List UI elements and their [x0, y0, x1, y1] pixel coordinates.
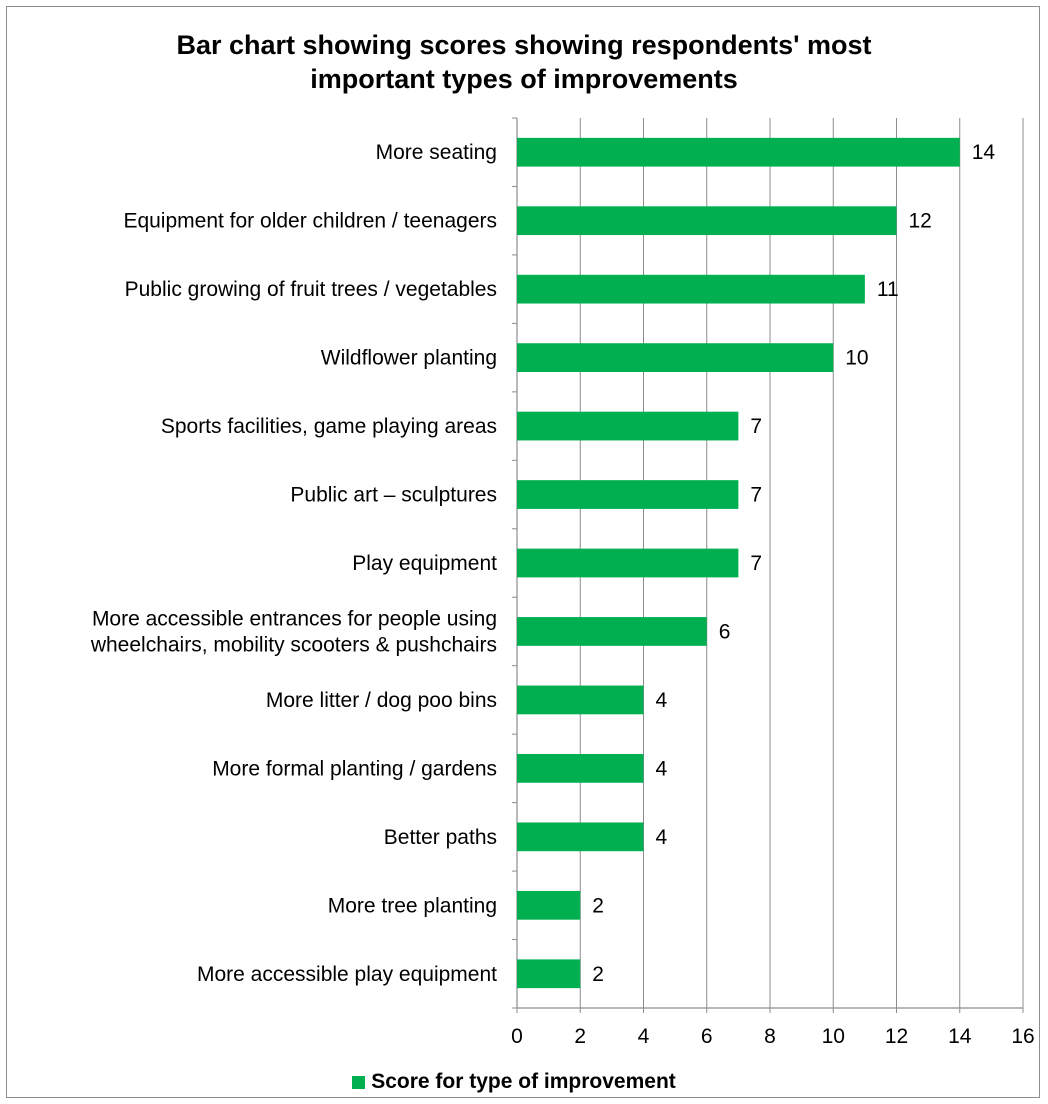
- category-label: wheelchairs, mobility scooters & pushcha…: [90, 633, 497, 656]
- data-label: 4: [656, 757, 668, 780]
- category-label: Sports facilities, game playing areas: [161, 415, 497, 438]
- x-tick-label: 16: [1011, 1025, 1034, 1048]
- data-label: 7: [750, 415, 762, 438]
- chart-title-line-2: important types of improvements: [310, 64, 738, 94]
- bar: [517, 822, 644, 852]
- x-tick-label: 2: [574, 1025, 586, 1048]
- bar: [517, 685, 644, 715]
- bar: [517, 137, 960, 167]
- bar: [517, 890, 581, 920]
- category-label: Public growing of fruit trees / vegetabl…: [125, 278, 497, 301]
- bar: [517, 411, 739, 441]
- data-label: 14: [972, 141, 996, 164]
- category-label: More formal planting / gardens: [212, 757, 497, 780]
- x-tick-label: 10: [822, 1025, 845, 1048]
- bar: [517, 617, 707, 646]
- data-label: 2: [592, 894, 604, 917]
- x-tick-label: 12: [885, 1025, 908, 1048]
- data-label: 10: [845, 347, 868, 370]
- category-label: Better paths: [384, 826, 497, 849]
- bar: [517, 343, 834, 372]
- legend-swatch: [352, 1075, 366, 1089]
- x-tick-label: 4: [638, 1025, 650, 1048]
- legend: Score for type of improvement: [0, 1070, 1048, 1094]
- category-label: More accessible entrances for people usi…: [92, 607, 497, 630]
- category-label: Equipment for older children / teenagers: [123, 210, 497, 233]
- data-label: 12: [909, 210, 932, 233]
- data-label: 4: [656, 689, 668, 712]
- x-tick-label: 0: [511, 1025, 523, 1048]
- category-label: Public art – sculptures: [290, 484, 497, 507]
- x-tick-label: 14: [948, 1025, 972, 1048]
- bar: [517, 206, 897, 236]
- category-label: Play equipment: [352, 552, 497, 575]
- data-label: 7: [750, 552, 762, 575]
- x-tick-label: 8: [764, 1025, 776, 1048]
- category-label: More tree planting: [328, 894, 497, 917]
- legend-label: Score for type of improvement: [371, 1070, 676, 1093]
- data-label: 11: [877, 278, 899, 301]
- bar: [517, 548, 739, 578]
- category-label: More accessible play equipment: [197, 963, 497, 986]
- bar: [517, 754, 644, 783]
- chart-title-line-1: Bar chart showing scores showing respond…: [176, 30, 872, 60]
- x-tick-label: 6: [701, 1025, 713, 1048]
- bar: [517, 274, 865, 304]
- bar: [517, 480, 739, 509]
- category-label: More seating: [376, 141, 497, 164]
- chart-title: Bar chart showing scores showing respond…: [0, 28, 1048, 96]
- data-label: 7: [750, 484, 762, 507]
- data-label: 2: [592, 963, 604, 986]
- data-label: 6: [719, 620, 731, 643]
- bar: [517, 959, 581, 989]
- category-label: Wildflower planting: [321, 347, 497, 370]
- data-label: 4: [656, 826, 668, 849]
- category-label: More litter / dog poo bins: [266, 689, 497, 712]
